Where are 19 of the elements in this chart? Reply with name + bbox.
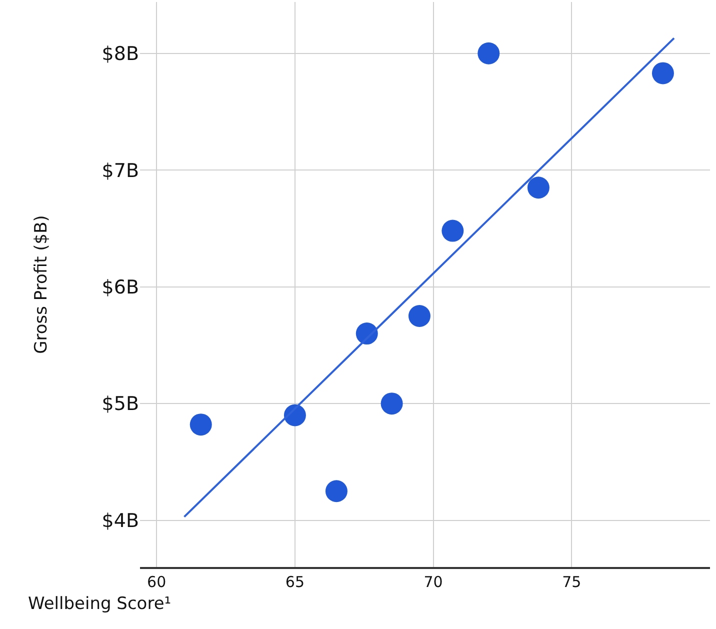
- point: [442, 220, 464, 242]
- y-tick-label: $6B: [102, 276, 139, 298]
- y-tick-label: $5B: [102, 393, 139, 416]
- x-axis-title: Wellbeing Score¹: [28, 594, 172, 614]
- point: [325, 480, 348, 502]
- point: [380, 392, 403, 415]
- point: [652, 62, 674, 84]
- point: [408, 305, 430, 328]
- point: [527, 176, 550, 199]
- x-tick-label: 75: [562, 572, 582, 591]
- y-tick-label: $8B: [102, 43, 139, 66]
- y-tick-label: $4B: [102, 510, 139, 532]
- x-tick-label: 65: [285, 572, 304, 591]
- x-tick-label: 60: [147, 572, 166, 591]
- point: [478, 42, 500, 64]
- x-tick-label: 70: [424, 572, 443, 591]
- y-tick-label: $7B: [102, 160, 139, 182]
- point: [190, 414, 212, 436]
- y-axis-title: Gross Profit ($B): [31, 215, 52, 354]
